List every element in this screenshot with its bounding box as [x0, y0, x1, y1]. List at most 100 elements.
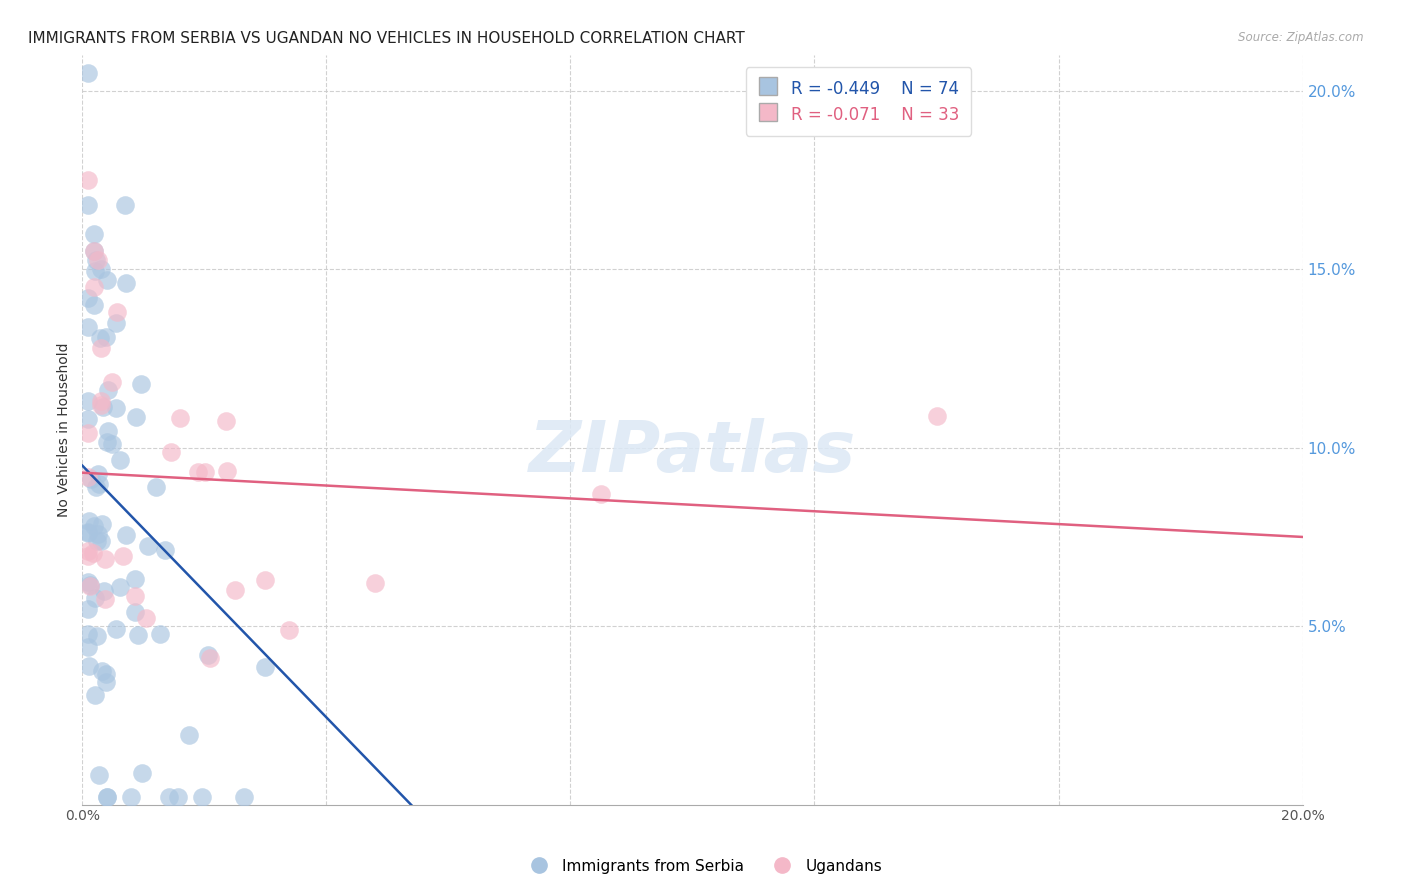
Legend: Immigrants from Serbia, Ugandans: Immigrants from Serbia, Ugandans [517, 853, 889, 880]
Point [90, 533, 112, 548]
Point [91, 400, 114, 414]
Point [96, 273, 118, 287]
Point [90, 516, 112, 531]
Point [215, 414, 238, 428]
Point [125, 410, 148, 425]
Point [104, 401, 127, 415]
Point [110, 452, 132, 467]
Point [101, 437, 124, 451]
Point [77, 412, 100, 426]
Point [187, 465, 209, 479]
Point [89, 331, 111, 345]
Point [83, 244, 105, 259]
Point [169, 410, 191, 425]
Point [194, 465, 217, 479]
Point [87, 527, 110, 541]
Point [87, 467, 110, 482]
Point [197, 648, 219, 662]
Point [145, 480, 167, 494]
Point [124, 589, 146, 603]
Point [77, 640, 100, 654]
Point [83, 298, 105, 312]
Point [77, 320, 100, 334]
Point [167, 790, 190, 805]
Point [77, 602, 100, 616]
Point [278, 624, 301, 638]
Point [77, 393, 100, 408]
Point [215, 464, 238, 478]
Point [94, 675, 117, 690]
Point [589, 487, 612, 501]
Point [77, 525, 100, 540]
Point [86, 629, 108, 643]
Point [94, 330, 117, 344]
Point [232, 790, 254, 805]
Point [254, 660, 277, 674]
Point [79, 471, 101, 485]
Point [96, 790, 118, 805]
Point [925, 409, 948, 423]
Point [79, 515, 101, 529]
Point [104, 317, 127, 331]
Point [124, 605, 146, 619]
Point [83, 264, 105, 278]
Point [157, 790, 180, 805]
Point [136, 539, 159, 553]
Point [177, 728, 200, 742]
Point [110, 580, 132, 594]
Point [111, 549, 134, 563]
Point [77, 627, 100, 641]
Point [97, 383, 120, 397]
Point [224, 583, 246, 598]
Point [155, 543, 177, 558]
Point [84, 591, 107, 605]
Point [87, 768, 110, 782]
Point [83, 244, 105, 259]
Point [191, 790, 214, 805]
Point [105, 305, 128, 319]
Point [86, 480, 108, 494]
Y-axis label: No Vehicles in Household: No Vehicles in Household [58, 343, 72, 517]
Point [105, 622, 128, 636]
Point [97, 424, 120, 438]
Point [77, 173, 100, 187]
Point [96, 790, 118, 805]
Point [127, 628, 149, 642]
Point [114, 528, 136, 542]
Point [121, 790, 143, 805]
Point [77, 544, 100, 558]
Point [124, 572, 146, 586]
Point [77, 291, 100, 305]
Point [86, 533, 108, 548]
Point [131, 765, 153, 780]
Point [90, 341, 112, 355]
Point [93, 583, 115, 598]
Point [160, 445, 183, 459]
Point [77, 198, 100, 212]
Point [115, 276, 138, 290]
Point [89, 477, 111, 491]
Legend: R = -0.449    N = 74, R = -0.071    N = 33: R = -0.449 N = 74, R = -0.071 N = 33 [745, 67, 972, 136]
Point [83, 227, 105, 241]
Point [77, 426, 100, 441]
Point [96, 434, 118, 449]
Point [77, 469, 100, 483]
Point [77, 549, 100, 563]
Text: Source: ZipAtlas.com: Source: ZipAtlas.com [1239, 31, 1364, 45]
Point [135, 611, 157, 625]
Point [93, 592, 115, 607]
Text: ZIPatlas: ZIPatlas [529, 417, 856, 487]
Point [79, 578, 101, 592]
Point [101, 375, 124, 389]
Point [254, 573, 277, 587]
Point [90, 664, 112, 678]
Point [149, 627, 172, 641]
Point [83, 280, 105, 294]
Text: IMMIGRANTS FROM SERBIA VS UGANDAN NO VEHICLES IN HOUSEHOLD CORRELATION CHART: IMMIGRANTS FROM SERBIA VS UGANDAN NO VEH… [28, 31, 745, 46]
Point [83, 519, 105, 533]
Point [96, 667, 118, 681]
Point [129, 377, 152, 392]
Point [114, 198, 136, 212]
Point [77, 66, 100, 80]
Point [79, 579, 101, 593]
